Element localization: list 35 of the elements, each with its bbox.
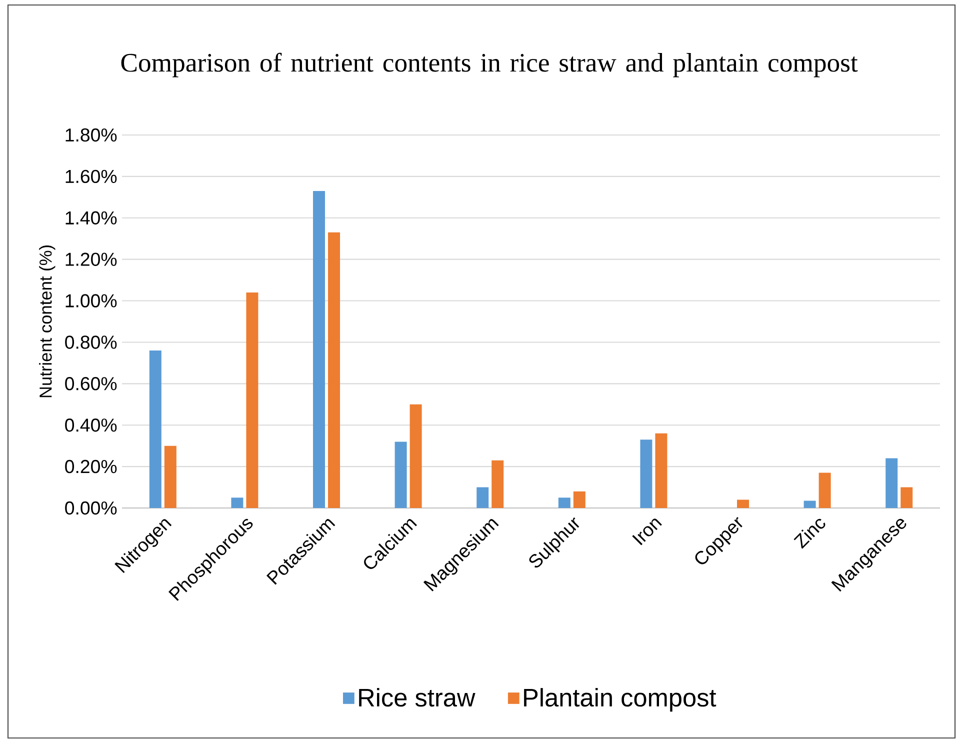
bar	[476, 487, 489, 508]
bar	[410, 404, 422, 508]
bar	[818, 472, 831, 508]
bar	[164, 446, 176, 508]
y-tick-label: 1.60%	[66, 170, 117, 184]
bar	[231, 498, 244, 508]
bar	[900, 487, 913, 508]
bar	[558, 498, 570, 508]
y-tick-label: 0.20%	[65, 460, 117, 474]
bar	[640, 440, 652, 508]
y-tick-label: 1.40%	[66, 211, 117, 225]
bar	[573, 491, 586, 508]
y-tick-label: 0.00%	[65, 501, 117, 515]
y-tick-label: 0.60%	[65, 377, 117, 390]
bar	[492, 460, 504, 508]
bar	[328, 232, 340, 508]
y-tick-label: 1.00%	[66, 294, 117, 308]
legend-label: Plantain compost	[524, 688, 716, 712]
x-tick-label: Iron	[632, 518, 662, 546]
bar	[655, 433, 668, 508]
chart-title: Comparison of nutrient contents in rice straw and plantain compost	[121, 52, 858, 78]
y-tick-label: 0.80%	[65, 336, 117, 349]
bar	[737, 500, 750, 508]
y-tick-label: 1.20%	[66, 252, 117, 266]
bar	[246, 292, 258, 508]
bar	[149, 350, 162, 508]
bar	[886, 458, 898, 508]
bar	[804, 500, 816, 508]
x-tick-label: Zinc	[794, 518, 826, 549]
bar	[394, 442, 407, 508]
bar	[313, 190, 326, 508]
legend-label: Rice straw	[359, 688, 476, 707]
y-tick-label: 1.80%	[66, 128, 117, 142]
y-tick-label: 0.40%	[65, 418, 117, 432]
y-axis-title: Nutrient content (%)	[39, 246, 56, 398]
